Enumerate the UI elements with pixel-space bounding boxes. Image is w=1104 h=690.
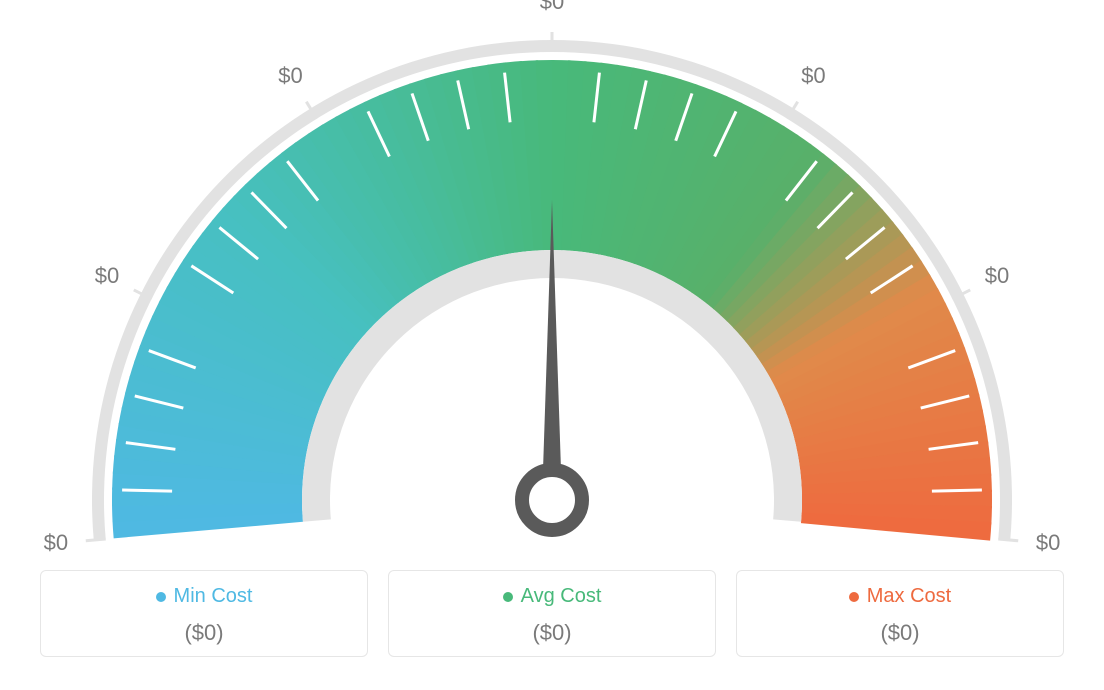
gauge-tick-label: $0 (540, 0, 564, 15)
legend-title-text: Avg Cost (521, 585, 602, 608)
legend-card-min: Min Cost ($0) (40, 570, 368, 657)
legend-card-avg: Avg Cost ($0) (388, 570, 716, 657)
legend-title-text: Max Cost (867, 585, 951, 608)
legend-card-max: Max Cost ($0) (736, 570, 1064, 657)
gauge-tick-label: $0 (801, 63, 825, 89)
gauge-tick-label: $0 (278, 63, 302, 89)
dot-icon (156, 592, 166, 602)
gauge-tick-label: $0 (95, 263, 119, 289)
gauge-tick-label: $0 (1036, 530, 1060, 556)
legend-title-text: Min Cost (174, 585, 253, 608)
legend-row: Min Cost ($0) Avg Cost ($0) Max Cost ($0… (0, 570, 1104, 657)
legend-title-min: Min Cost (156, 585, 253, 608)
legend-value-min: ($0) (51, 620, 357, 646)
legend-title-max: Max Cost (849, 585, 951, 608)
legend-value-avg: ($0) (399, 620, 705, 646)
dot-icon (849, 592, 859, 602)
legend-value-max: ($0) (747, 620, 1053, 646)
gauge-chart: $0 $0 $0 $0 $0 $0 $0 (0, 0, 1104, 560)
gauge-tick-label: $0 (44, 530, 68, 556)
legend-title-avg: Avg Cost (503, 585, 602, 608)
gauge-svg (0, 0, 1104, 560)
dot-icon (503, 592, 513, 602)
gauge-tick-label: $0 (985, 263, 1009, 289)
